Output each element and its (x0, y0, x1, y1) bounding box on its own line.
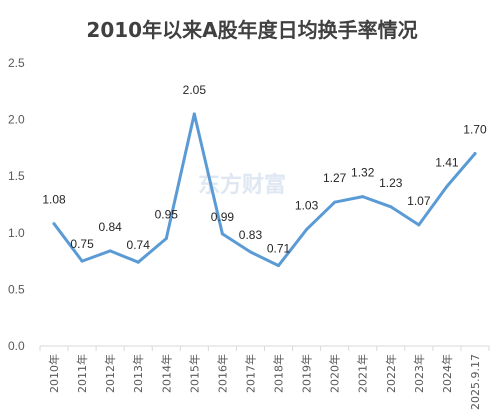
y-tick-label: 1.0 (8, 226, 25, 240)
x-tick-label: 2017年 (243, 354, 257, 393)
x-tick-label: 2025.9.17 (469, 354, 482, 410)
data-point (248, 250, 252, 254)
x-tick-label: 2015年 (187, 354, 201, 393)
data-point (277, 264, 281, 268)
x-tick-label: 2022年 (384, 354, 398, 393)
x-tick-label: 2014年 (159, 354, 173, 393)
data-label: 0.74 (127, 238, 151, 252)
data-label: 1.03 (295, 198, 319, 212)
data-label: 0.95 (155, 207, 179, 221)
x-tick-label: 2013年 (131, 354, 145, 393)
y-tick-label: 1.5 (8, 169, 25, 183)
data-label: 1.08 (42, 193, 66, 207)
data-point (108, 249, 112, 253)
data-point (305, 227, 309, 231)
x-tick-label: 2023年 (412, 354, 426, 393)
data-point (445, 184, 449, 188)
x-tick-label: 2019年 (300, 354, 314, 393)
data-label: 0.75 (70, 237, 94, 251)
data-point (192, 112, 196, 116)
x-tick-label: 2018年 (272, 354, 286, 393)
y-tick-label: 2.0 (8, 113, 25, 127)
x-tick-label: 2010年 (47, 354, 61, 393)
x-tick-label: 2020年 (328, 354, 342, 393)
x-tick-label: 2011年 (75, 354, 89, 393)
data-point (417, 223, 421, 227)
data-label: 1.70 (463, 123, 487, 137)
data-point (361, 195, 365, 199)
x-axis: 2010年 2011年 2012年 2013年 2014年 2015年 2016年 2017年… (39, 345, 490, 410)
y-axis-ticks: 0.0 0.5 1.0 1.5 2.0 2.5 (8, 56, 25, 353)
chart-title: 2010年以来A股年度日均换手率情况 (86, 18, 418, 42)
data-point (389, 205, 393, 209)
x-tick-label: 2021年 (356, 354, 370, 393)
x-tick-label: 2016年 (215, 354, 229, 393)
series-group (52, 112, 477, 268)
data-point (52, 222, 56, 226)
y-tick-label: 2.5 (8, 56, 25, 70)
data-label: 0.99 (211, 210, 235, 224)
data-point (220, 232, 224, 236)
data-point (80, 259, 84, 263)
y-tick-label: 0.5 (8, 282, 25, 296)
data-point (136, 260, 140, 264)
data-label: 2.05 (183, 83, 207, 97)
data-point (164, 236, 168, 240)
data-labels: 1.08 0.75 0.84 0.74 0.95 2.05 0.99 0.83 0.71 1.03… (42, 83, 487, 256)
data-label: 1.07 (407, 194, 431, 208)
series-line (52, 112, 477, 268)
data-label: 1.41 (435, 155, 459, 169)
data-point (473, 152, 477, 156)
data-point (333, 200, 337, 204)
data-label: 0.71 (267, 242, 291, 256)
data-label: 1.27 (323, 171, 347, 185)
x-tick-label: 2012年 (103, 354, 117, 393)
x-tick-label: 2024年 (440, 354, 454, 393)
data-label: 0.83 (239, 228, 263, 242)
data-label: 0.84 (98, 220, 122, 234)
data-label: 1.23 (379, 176, 403, 190)
y-tick-label: 0.0 (8, 339, 25, 353)
data-label: 1.32 (351, 166, 375, 180)
